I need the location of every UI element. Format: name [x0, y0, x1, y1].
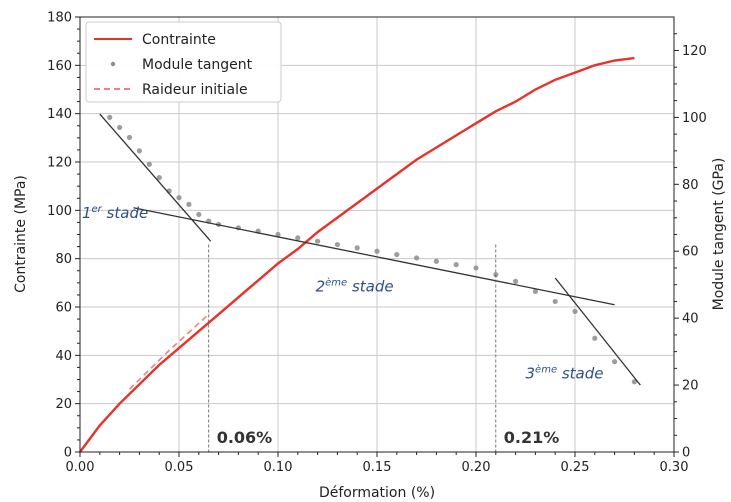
module-tangent-point	[453, 262, 459, 268]
x-axis-label: Déformation (%)	[319, 485, 435, 501]
y-axis-left-label: Contrainte (MPa)	[13, 175, 29, 293]
y-left-tick-label: 140	[47, 107, 72, 122]
legend-box	[85, 21, 282, 103]
module-tangent-point	[315, 238, 321, 244]
stage-number: 2	[316, 277, 326, 295]
x-tick-label: 0.05	[165, 460, 194, 475]
module-tangent-point	[146, 161, 152, 167]
x-tick-label: 0.20	[462, 460, 491, 475]
x-tick-label: 0.25	[561, 460, 590, 475]
series-layer	[79, 56, 641, 453]
module-tangent-point	[117, 124, 123, 131]
module-tangent-point	[592, 335, 598, 341]
module-tangent-point	[186, 201, 192, 207]
y-left-tick-label: 80	[55, 252, 72, 267]
ticks: 0.00 0.05 0.10 0.15 0.20 0.25 0.30020406080100…	[47, 11, 707, 476]
stage-number: 1	[82, 204, 92, 222]
module-tangent-point	[532, 288, 539, 294]
fit-line	[99, 113, 212, 242]
y-left-tick-label: 0	[64, 446, 72, 461]
x-tick-label: 0.10	[264, 460, 293, 475]
module-tangent-point	[295, 235, 301, 241]
y-right-tick-label: 100	[682, 111, 707, 126]
stage-superscript: ème	[535, 363, 557, 375]
y-left-tick-label: 160	[47, 59, 72, 74]
y-left-tick-label: 180	[47, 11, 72, 26]
module-tangent-point	[394, 251, 400, 258]
module-tangent-point	[275, 231, 281, 238]
x-tick-label: 0.15	[363, 460, 392, 475]
y-right-tick-label: 60	[682, 245, 699, 260]
contrainte-line	[79, 56, 635, 453]
y-left-tick-label: 100	[47, 204, 72, 219]
module-tangent-point	[552, 298, 558, 305]
fit-line	[554, 277, 641, 386]
stage-word: stade	[347, 277, 393, 295]
module-tangent-point	[334, 241, 340, 248]
y-right-tick-label: 40	[682, 312, 699, 327]
x-tick-label: 0.00	[66, 460, 95, 475]
y-left-tick-label: 60	[55, 301, 72, 316]
x-tick-label: 0.30	[660, 460, 689, 475]
legend-label: Raideur initiale	[142, 82, 248, 98]
stage-word: stade	[102, 204, 148, 222]
module-tangent-point	[572, 308, 578, 315]
module-tangent-point	[612, 359, 618, 365]
stage-label: 1er stade	[82, 204, 148, 222]
stage-label: 3ème stade	[526, 363, 604, 382]
stage-superscript: ème	[325, 276, 347, 288]
legend-label: Contrainte	[142, 32, 216, 48]
y-right-tick-label: 80	[682, 178, 699, 193]
module-tangent-point	[354, 245, 360, 251]
module-tangent-point	[473, 265, 479, 271]
module-tangent-point	[513, 278, 519, 284]
module-tangent-point	[136, 148, 142, 154]
module-tangent-point	[414, 255, 420, 261]
module-tangent-point	[126, 134, 133, 141]
stage-number: 3	[526, 364, 536, 382]
legend-label: Module tangent	[142, 57, 253, 73]
raideur-initiale-line	[128, 313, 210, 390]
y-left-tick-label: 40	[55, 349, 72, 364]
module-tangent-point	[176, 195, 182, 201]
y-left-tick-label: 20	[55, 397, 72, 412]
legend: Contrainte Module tangent Raideur initiale	[85, 21, 282, 103]
marker-label: 0.21%	[504, 428, 560, 447]
stage-label: 2ème stade	[316, 276, 394, 295]
legend-swatch-points	[110, 61, 116, 67]
module-tangent-point	[433, 258, 439, 264]
stage-superscript: er	[92, 204, 103, 215]
y-axis-right-label: Module tangent (GPa)	[711, 158, 727, 311]
module-tangent-point	[631, 379, 638, 385]
module-tangent-point	[107, 114, 113, 120]
module-tangent-point	[196, 211, 202, 218]
y-right-tick-label: 120	[682, 44, 707, 59]
marker-label: 0.06%	[217, 428, 273, 447]
y-right-tick-label: 0	[682, 446, 690, 461]
fit-line	[133, 207, 615, 306]
module-tangent-point	[374, 248, 380, 254]
module-tangent-point	[156, 175, 162, 181]
stage-word: stade	[557, 364, 603, 382]
y-left-tick-label: 120	[47, 156, 72, 171]
y-right-tick-label: 20	[682, 379, 699, 394]
